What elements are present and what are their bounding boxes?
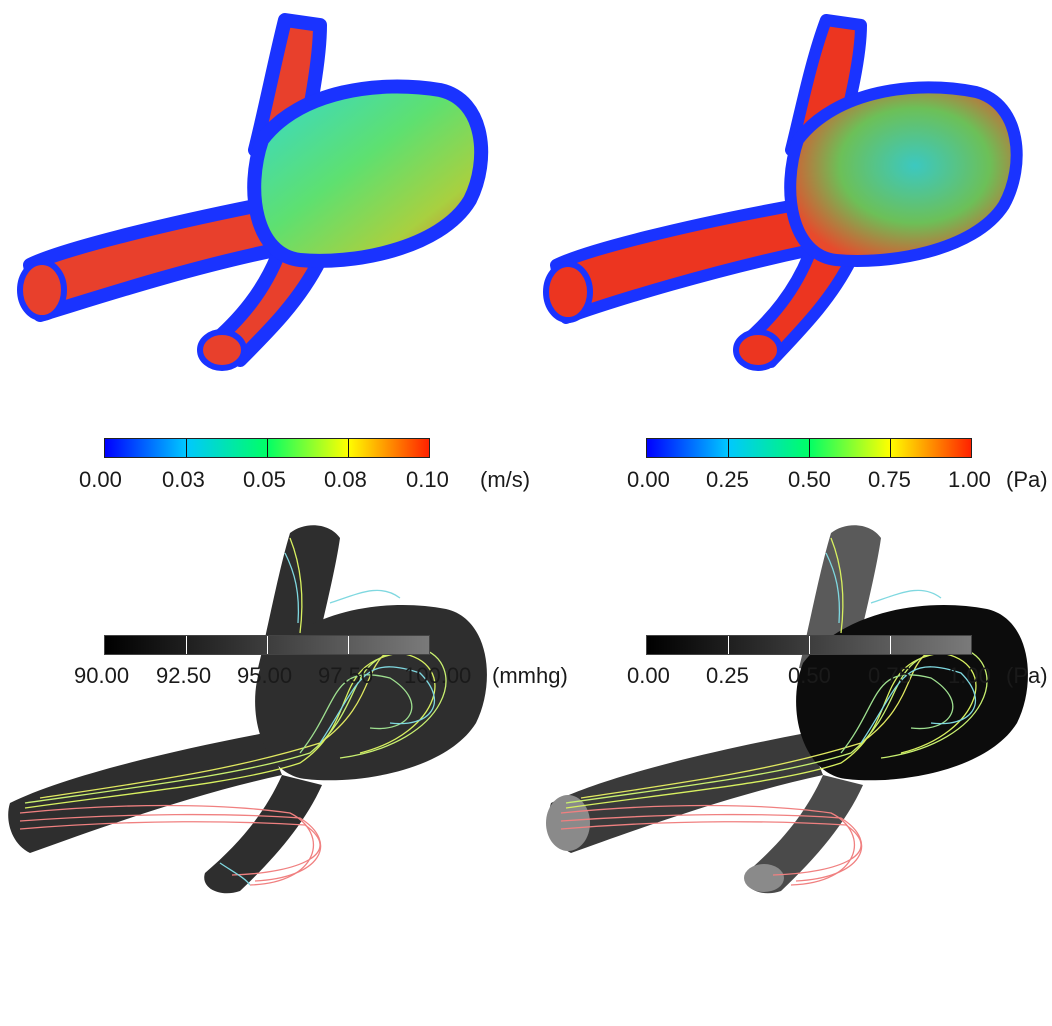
velocity-outlet-cap [197, 329, 247, 371]
colorbar-tick [267, 439, 268, 457]
wss-gray-colorbar [646, 635, 972, 655]
colorbar-tick [348, 636, 349, 654]
colorbar-tick [186, 439, 187, 457]
wss-outlet-cap [733, 329, 783, 371]
pressure-vessel-render [8, 525, 487, 894]
wss-tick-label: 0.00 [627, 467, 670, 492]
pressure-unit-label: (mmhg) [492, 663, 568, 688]
velocity-tick-label: 0.05 [243, 467, 286, 492]
wss-vessel-outline [550, 14, 1023, 368]
velocity-colorbar [104, 438, 430, 458]
velocity-tick-label: 0.00 [79, 467, 122, 492]
colorbar-tick [809, 439, 810, 457]
velocity-inlet-cap [17, 259, 67, 321]
colorbar-tick [890, 439, 891, 457]
velocity-tick-label: 0.10 [406, 467, 449, 492]
pressure-streamlines [19, 537, 447, 886]
wss-gray-unit-label: (Pa) [1006, 663, 1048, 688]
velocity-tick-label: 0.08 [324, 467, 367, 492]
wss-colorbar [646, 438, 972, 458]
pressure-tick-label: 92.50 [156, 663, 212, 688]
wss-tick-label: 1.00 [948, 467, 991, 492]
colorbar-tick [809, 636, 810, 654]
pressure-tick-label: 95.00 [237, 663, 293, 688]
wss-gray-tick-label: 0.25 [706, 663, 749, 688]
pressure-vessel-shape [8, 525, 487, 894]
wss-gray-tick-label: 0.00 [627, 663, 670, 688]
wss-gray-tick-label: 1.00 [948, 663, 991, 688]
colorbar-tick [267, 636, 268, 654]
wss-panel: 0.00 0.25 0.50 0.75 1.00 (Pa) [526, 0, 1052, 500]
pressure-panel: 90.00 92.50 95.00 97.50 100.00 (mmhg) [0, 513, 568, 1026]
colorbar-tick [890, 636, 891, 654]
velocity-vessel-outline [23, 13, 489, 367]
wss-gray-panel: 0.00 0.25 0.50 0.75 1.00 (Pa) [526, 513, 1052, 1026]
wss-gray-tick-label: 0.50 [788, 663, 831, 688]
wss-gray-vessel-shape [546, 525, 1028, 894]
wss-unit-label: (Pa) [1006, 467, 1048, 492]
pressure-tick-label: 90.00 [74, 663, 130, 688]
wss-gray-tick-label: 0.75 [868, 663, 911, 688]
pressure-colorbar [104, 635, 430, 655]
velocity-vessel-render [17, 13, 489, 371]
colorbar-tick [186, 636, 187, 654]
wss-gray-vessel-render [546, 525, 1028, 894]
velocity-panel: 0.00 0.03 0.05 0.08 0.10 (m/s) [0, 0, 530, 500]
colorbar-tick [728, 636, 729, 654]
wss-vessel-render [543, 14, 1023, 371]
colorbar-tick [728, 439, 729, 457]
wss-inlet-cap [543, 261, 593, 323]
pressure-tick-label: 97.50 [318, 663, 374, 688]
wss-tick-label: 0.50 [788, 467, 831, 492]
velocity-tick-label: 0.03 [162, 467, 205, 492]
colorbar-tick [348, 439, 349, 457]
velocity-unit-label: (m/s) [480, 467, 531, 492]
wss-tick-label: 0.75 [868, 467, 911, 492]
wss-tick-label: 0.25 [706, 467, 749, 492]
wss-gray-streamlines [560, 537, 988, 886]
pressure-tick-label: 100.00 [404, 663, 472, 688]
